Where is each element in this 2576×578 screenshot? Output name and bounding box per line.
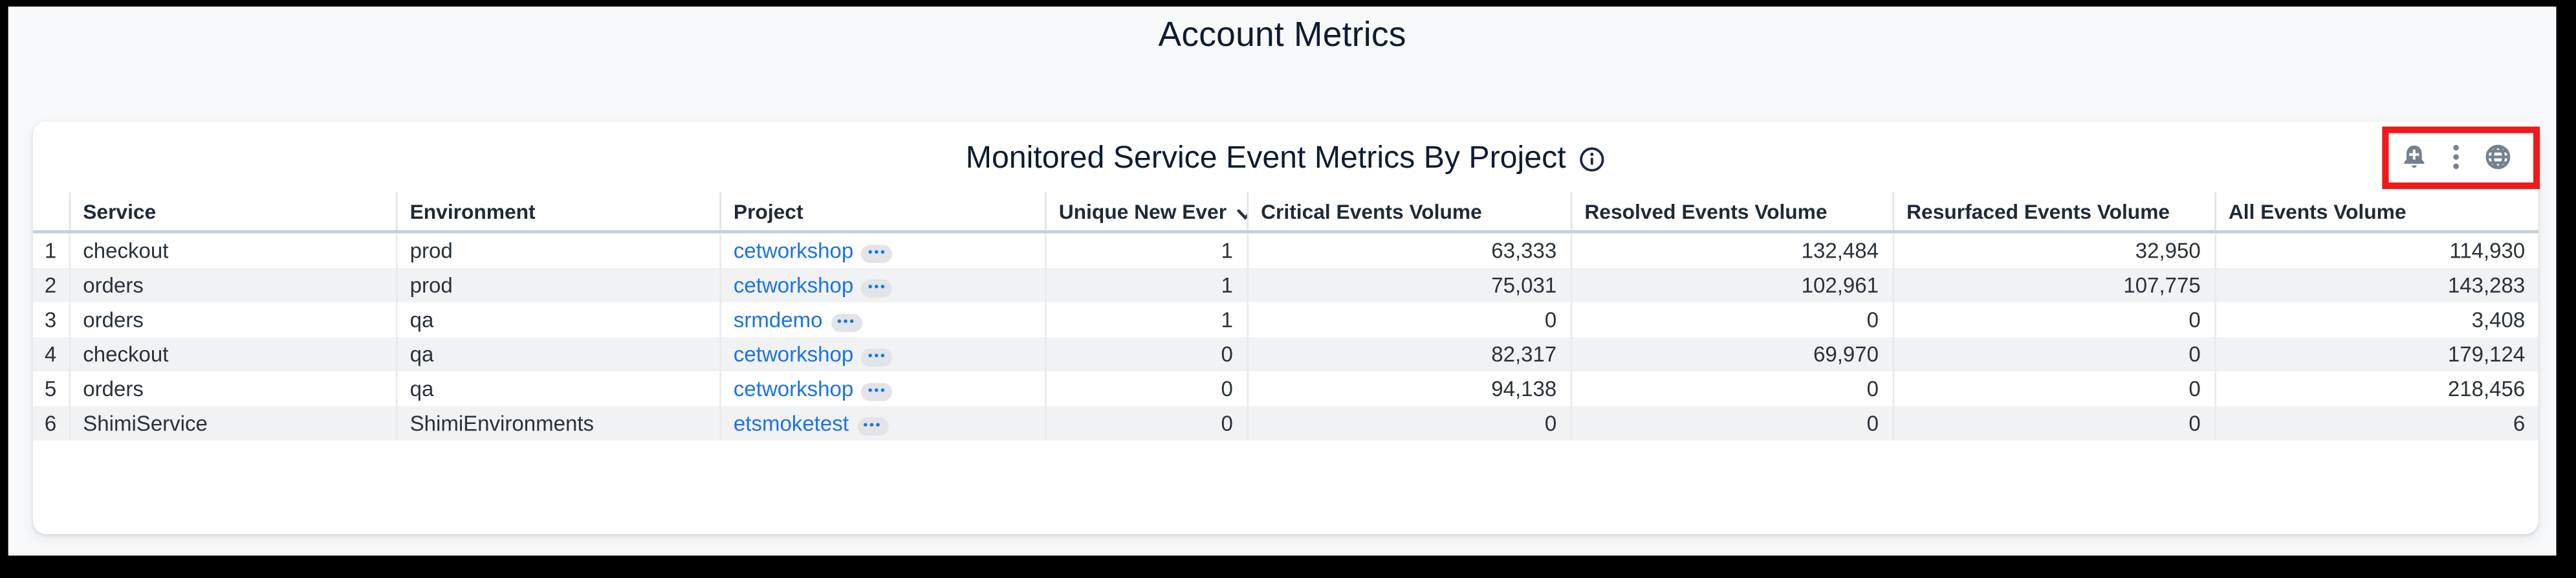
- project-link[interactable]: cetworkshop: [733, 376, 854, 401]
- project-link[interactable]: cetworkshop: [733, 238, 854, 263]
- cell-all-events-volume: 3,408: [2214, 302, 2538, 337]
- cell-resolved-events-volume: 0: [1569, 302, 1893, 337]
- panel-title-wrap: Monitored Service Event Metrics By Proje…: [33, 141, 2538, 177]
- row-number: 1: [44, 238, 57, 263]
- project-link[interactable]: cetworkshop: [733, 342, 854, 367]
- row-number: 4: [44, 342, 57, 367]
- cell-resurfaced-events-volume: 0: [1892, 371, 2215, 406]
- cell-resurfaced-events-volume: 107,775: [1892, 267, 2215, 303]
- kebab-menu-icon[interactable]: [2448, 143, 2464, 171]
- cell-service: orders: [68, 267, 397, 303]
- cell-project: etsmoketest •••: [719, 406, 1045, 441]
- cell-service: orders: [68, 371, 397, 406]
- row-number-header: [32, 192, 69, 234]
- table-header-row: Service Environment Project Unique New E…: [32, 192, 2538, 234]
- cell-resurfaced-events-volume: 32,950: [1892, 232, 2215, 268]
- cell-unique-new-events: 1: [1043, 232, 1247, 268]
- cell-project: cetworkshop •••: [719, 232, 1045, 268]
- column-header-environment[interactable]: Environment: [395, 192, 720, 234]
- project-more-badge[interactable]: •••: [861, 382, 893, 401]
- column-header-critical-events-volume[interactable]: Critical Events Volume: [1246, 192, 1571, 234]
- cell-service: orders: [68, 302, 397, 337]
- cell-environment: qa: [395, 371, 720, 406]
- project-link[interactable]: etsmoketest: [733, 410, 849, 436]
- project-more-badge[interactable]: •••: [831, 313, 862, 331]
- column-header-all-events-volume[interactable]: All Events Volume: [2214, 192, 2538, 234]
- cell-project: srmdemo •••: [719, 302, 1045, 337]
- cell-resolved-events-volume: 132,484: [1569, 232, 1893, 268]
- project-more-badge[interactable]: •••: [861, 278, 893, 297]
- cell-critical-events-volume: 75,031: [1246, 267, 1571, 303]
- cell-project: cetworkshop •••: [719, 267, 1045, 303]
- panel-header: Monitored Service Event Metrics By Proje…: [33, 122, 2540, 192]
- row-number: 3: [44, 307, 57, 332]
- cell-resolved-events-volume: 0: [1569, 371, 1893, 406]
- cell-resurfaced-events-volume: 0: [1892, 337, 2215, 372]
- panel-card: Monitored Service Event Metrics By Proje…: [32, 121, 2540, 535]
- cell-environment: prod: [395, 232, 720, 268]
- cell-service: ShimiService: [68, 406, 397, 441]
- cell-critical-events-volume: 63,333: [1246, 232, 1571, 268]
- cell-project: cetworkshop •••: [719, 371, 1045, 406]
- project-more-badge[interactable]: •••: [861, 244, 893, 263]
- cell-unique-new-events: 0: [1043, 371, 1247, 406]
- globe-icon[interactable]: [2484, 143, 2512, 171]
- project-more-badge[interactable]: •••: [861, 348, 893, 366]
- table-row: 5 orders qa cetworkshop ••• 0 94,138 0 0 218,456: [33, 371, 2538, 406]
- cell-resurfaced-events-volume: 0: [1892, 302, 2215, 337]
- cell-critical-events-volume: 0: [1246, 406, 1571, 441]
- panel-title: Monitored Service Event Metrics By Proje…: [965, 141, 1566, 176]
- cell-service: checkout: [68, 232, 397, 268]
- table-row: 4 checkout qa cetworkshop ••• 0 82,317 69,970 0 1…: [32, 337, 2538, 372]
- panel-toolbar: [2400, 143, 2512, 171]
- project-link[interactable]: cetworkshop: [733, 272, 854, 298]
- cell-project: cetworkshop •••: [719, 337, 1045, 372]
- column-header-resolved-events-volume[interactable]: Resolved Events Volume: [1569, 192, 1893, 234]
- project-more-badge[interactable]: •••: [857, 416, 888, 435]
- column-header-unique-new-events[interactable]: Unique New Ever: [1043, 192, 1247, 234]
- info-icon[interactable]: [1579, 146, 1606, 173]
- cell-critical-events-volume: 82,317: [1246, 337, 1571, 372]
- cell-environment: qa: [395, 302, 720, 337]
- sort-chevron-down-icon: [1236, 208, 1247, 219]
- table-row: 6 ShimiService ShimiEnvironments etsmoketes…: [32, 406, 2538, 441]
- cell-environment: ShimiEnvironments: [395, 406, 720, 441]
- bell-plus-icon[interactable]: [2400, 143, 2428, 171]
- cell-environment: prod: [395, 267, 720, 303]
- cell-unique-new-events: 1: [1043, 267, 1247, 303]
- cell-resurfaced-events-volume: 0: [1892, 406, 2215, 441]
- project-link[interactable]: srmdemo: [733, 307, 823, 332]
- row-number: 6: [44, 410, 57, 436]
- column-header-service[interactable]: Service: [68, 192, 397, 234]
- table-row: 3 orders qa srmdemo ••• 1 0 0 0 3,408: [33, 302, 2538, 337]
- cell-environment: qa: [395, 337, 720, 372]
- cell-unique-new-events: 1: [1043, 302, 1247, 337]
- cell-all-events-volume: 179,124: [2214, 337, 2538, 372]
- cell-critical-events-volume: 94,138: [1246, 371, 1571, 406]
- table-row: 1 checkout prod cetworkshop ••• 1 63,333 132,48…: [33, 232, 2538, 268]
- cell-resolved-events-volume: 0: [1569, 406, 1893, 441]
- cell-unique-new-events: 0: [1043, 406, 1247, 441]
- row-number: 2: [44, 272, 57, 298]
- cell-all-events-volume: 6: [2214, 406, 2538, 441]
- cell-resolved-events-volume: 69,970: [1569, 337, 1893, 372]
- dashboard-page: Account Metrics Monitored Service Event …: [8, 6, 2557, 555]
- cell-all-events-volume: 143,283: [2214, 267, 2538, 303]
- cell-resolved-events-volume: 102,961: [1569, 267, 1893, 303]
- cell-service: checkout: [68, 337, 397, 372]
- metrics-table: Service Environment Project Unique New E…: [32, 192, 2538, 441]
- page-title: Account Metrics: [1158, 16, 1406, 54]
- table-row: 2 orders prod cetworkshop ••• 1 75,031 102,961 1…: [32, 267, 2538, 303]
- row-number: 5: [44, 376, 57, 401]
- column-header-project[interactable]: Project: [719, 192, 1045, 234]
- cell-critical-events-volume: 0: [1246, 302, 1571, 337]
- cell-all-events-volume: 218,456: [2214, 371, 2538, 406]
- cell-unique-new-events: 0: [1043, 337, 1247, 372]
- cell-all-events-volume: 114,930: [2214, 232, 2538, 268]
- column-header-resurfaced-events-volume[interactable]: Resurfaced Events Volume: [1892, 192, 2215, 234]
- table-body: 1 checkout prod cetworkshop ••• 1 63,333 132,48…: [32, 232, 2538, 441]
